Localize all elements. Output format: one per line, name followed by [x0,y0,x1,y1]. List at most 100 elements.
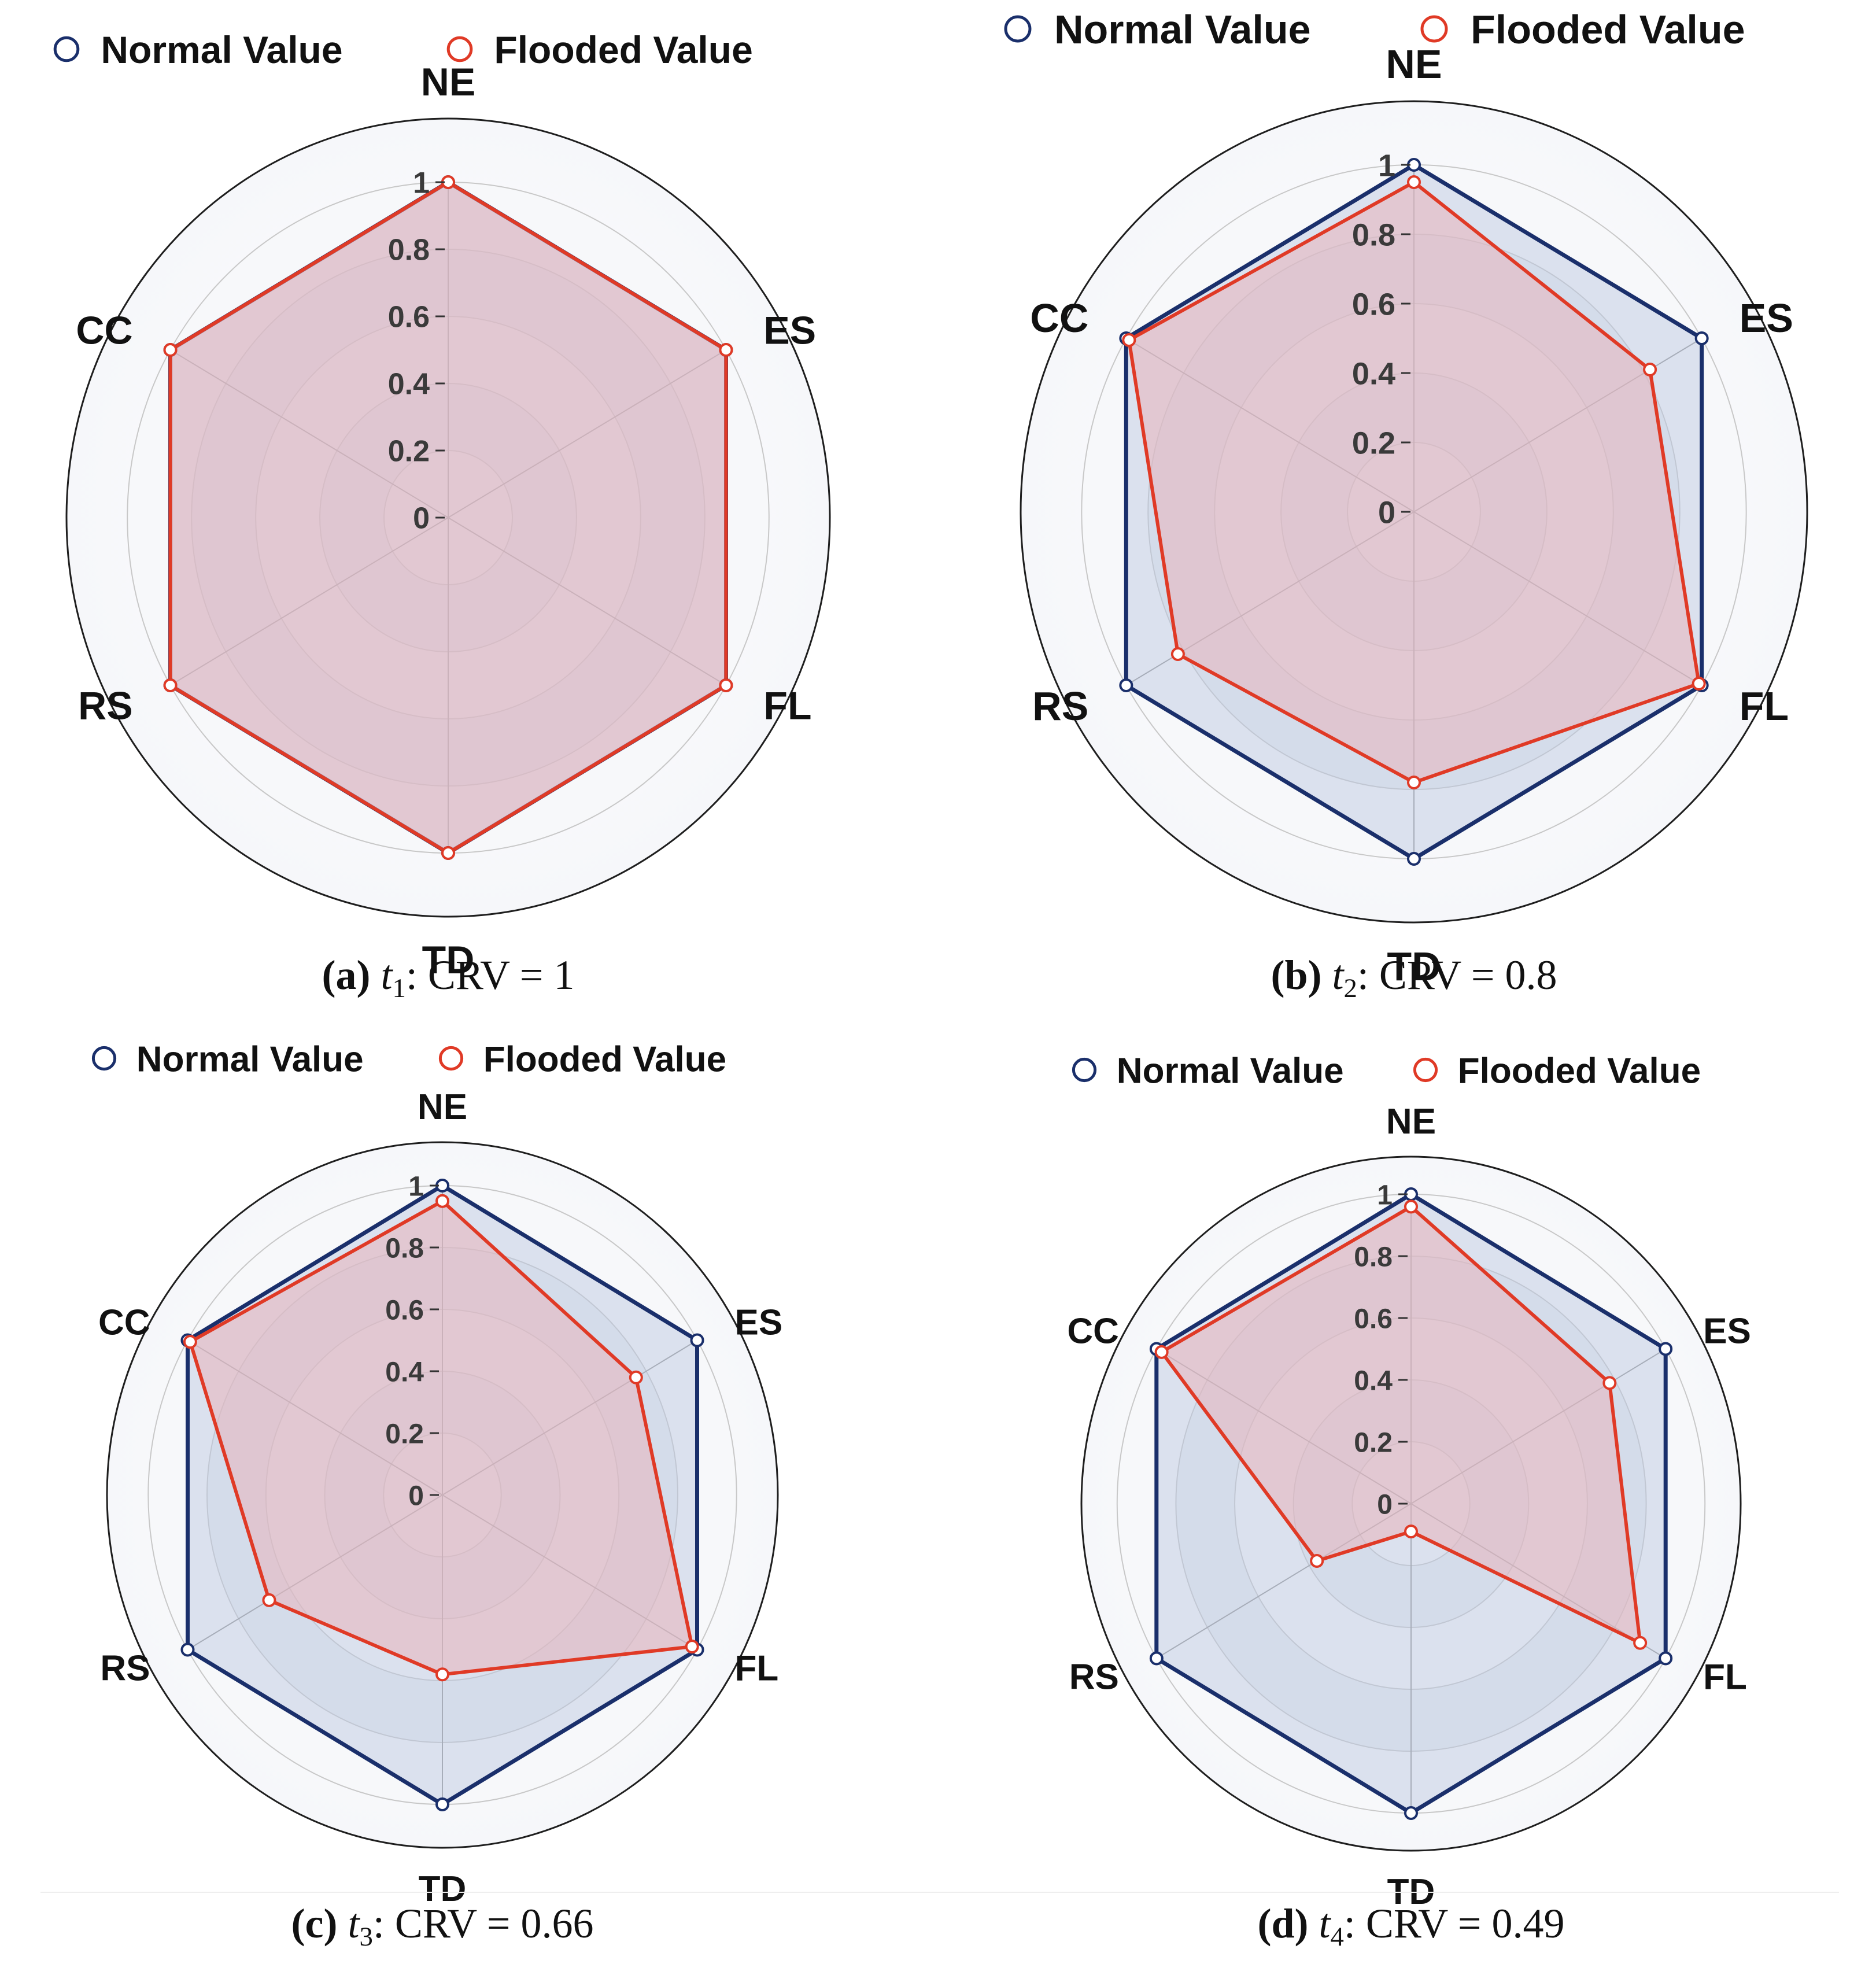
tick-label: 0.4 [388,368,430,401]
point-normal-fl [1659,1651,1673,1666]
caption-variable: t [348,1900,360,1947]
point-normal-es [690,1333,704,1348]
legend-marker-flooded [446,36,473,62]
radar-panel-b: 0 0.2 0.4 0.6 0.8 1 NE ES FL TD RS CC Normal Value Fl… [1004,7,1808,1003]
axis-label-ne: NE [418,1087,467,1127]
point-flooded-es [1602,1376,1617,1390]
radar-panel-c: 0 0.2 0.4 0.6 0.8 1 NE ES FL TD RS CC Normal Value Fl… [91,1039,782,1952]
radar-panel-a: 0 0.2 0.4 0.6 0.8 1 NE ES FL TD RS CC Normal Value Fl… [53,28,831,1003]
caption-subscript: 4 [1331,1922,1344,1952]
caption-variable: t [381,952,393,998]
tick-label: 0 [1377,1489,1393,1520]
axis-label-ne: NE [421,60,475,104]
point-normal-td [1404,1806,1418,1820]
point-flooded-es [1643,363,1657,376]
point-flooded-ne [435,1194,449,1208]
tick-label: 0.4 [385,1357,424,1387]
axis-label-es: ES [1740,296,1793,341]
axis-label-rs: RS [78,684,132,728]
point-normal-es [1659,1342,1673,1356]
caption-text: : CRV = 0.66 [373,1900,594,1947]
point-flooded-cc [1154,1345,1169,1359]
axis-label-rs: RS [100,1649,150,1689]
legend-marker-flooded [438,1046,464,1071]
caption-label: (b) [1271,952,1332,998]
point-flooded-fl [719,678,733,692]
caption-subscript: 3 [359,1922,372,1952]
point-flooded-rs [163,678,178,692]
caption-label: (c) [291,1900,348,1947]
tick-label: 0.6 [388,301,430,334]
axis-label-rs: RS [1069,1657,1119,1697]
panel-caption: (c) t3: CRV = 0.66 [291,1900,594,1952]
tick-label: 0.2 [388,435,430,468]
tick-label: 0.4 [1352,356,1395,391]
tick-label: 0.6 [1354,1304,1393,1334]
point-flooded-cc [163,343,178,357]
point-normal-rs [1149,1651,1164,1666]
legend-marker-flooded [1420,15,1448,43]
caption-label: (a) [322,952,381,998]
tick-label: 0.6 [385,1295,424,1326]
tick-label: 0.2 [385,1419,424,1449]
axis-label-cc: CC [76,308,132,352]
point-flooded-rs [1170,647,1185,661]
point-normal-es [1694,331,1709,345]
axis-label-fl: FL [734,1649,778,1689]
point-flooded-fl [685,1640,699,1654]
panel-caption: (b) t2: CRV = 0.8 [1271,952,1557,1003]
point-flooded-td [435,1667,449,1682]
caption-text: : CRV = 0.49 [1344,1900,1565,1947]
caption-subscript: 1 [392,973,405,1003]
point-flooded-td [441,846,455,860]
caption-text: : CRV = 0.8 [1357,952,1557,998]
point-flooded-ne [1407,175,1421,189]
tick-label: 0.8 [1352,217,1395,252]
axis-label-es: ES [1703,1312,1751,1352]
tick-label: 0.2 [1352,426,1395,460]
legend-label-flooded: Flooded Value [1458,1051,1701,1091]
point-flooded-fl [1633,1636,1648,1650]
legend-marker-normal [91,1046,117,1071]
point-normal-rs [1119,678,1133,692]
axis-label-fl: FL [1703,1657,1747,1697]
tick-label: 0 [413,502,430,536]
point-flooded-cc [1122,333,1136,347]
point-flooded-td [1404,1524,1418,1539]
point-flooded-rs [1310,1553,1324,1568]
caption-variable: t [1319,1900,1331,1947]
tick-label: 1 [408,1171,424,1202]
caption-variable: t [1332,952,1345,998]
tick-label: 1 [413,167,430,200]
legend-label-flooded: Flooded Value [494,28,752,71]
axis-label-td: TD [419,1869,467,1909]
legend: Normal Value Flooded Value [1004,7,1745,52]
legend: Normal Value Flooded Value [1072,1051,1701,1091]
point-flooded-cc [183,1335,197,1349]
legend-label-flooded: Flooded Value [1471,7,1745,52]
axis-label-fl: FL [1740,684,1789,729]
axis-label-td: TD [422,938,475,982]
tick-label: 0 [1378,495,1395,530]
legend-label-flooded: Flooded Value [483,1039,726,1079]
legend-label-normal: Normal Value [136,1039,364,1079]
axis-label-es: ES [763,308,816,352]
caption-text: : CRV = 1 [406,952,575,998]
tick-label: 0.6 [1352,287,1395,322]
tick-label: 0.8 [385,1233,424,1264]
point-flooded-td [1407,776,1421,789]
legend-marker-normal [1004,15,1032,43]
legend: Normal Value Flooded Value [53,28,753,71]
axis-label-ne: NE [1386,42,1442,87]
tick-label: 0 [408,1481,424,1511]
point-normal-td [435,1797,449,1811]
tick-label: 0.4 [1354,1365,1393,1396]
caption-label: (d) [1257,1900,1319,1947]
axis-label-es: ES [734,1303,782,1343]
legend-marker-flooded [1413,1057,1438,1083]
tick-label: 0.8 [388,234,430,267]
legend: Normal Value Flooded Value [91,1039,726,1079]
tick-label: 1 [1377,1180,1393,1210]
